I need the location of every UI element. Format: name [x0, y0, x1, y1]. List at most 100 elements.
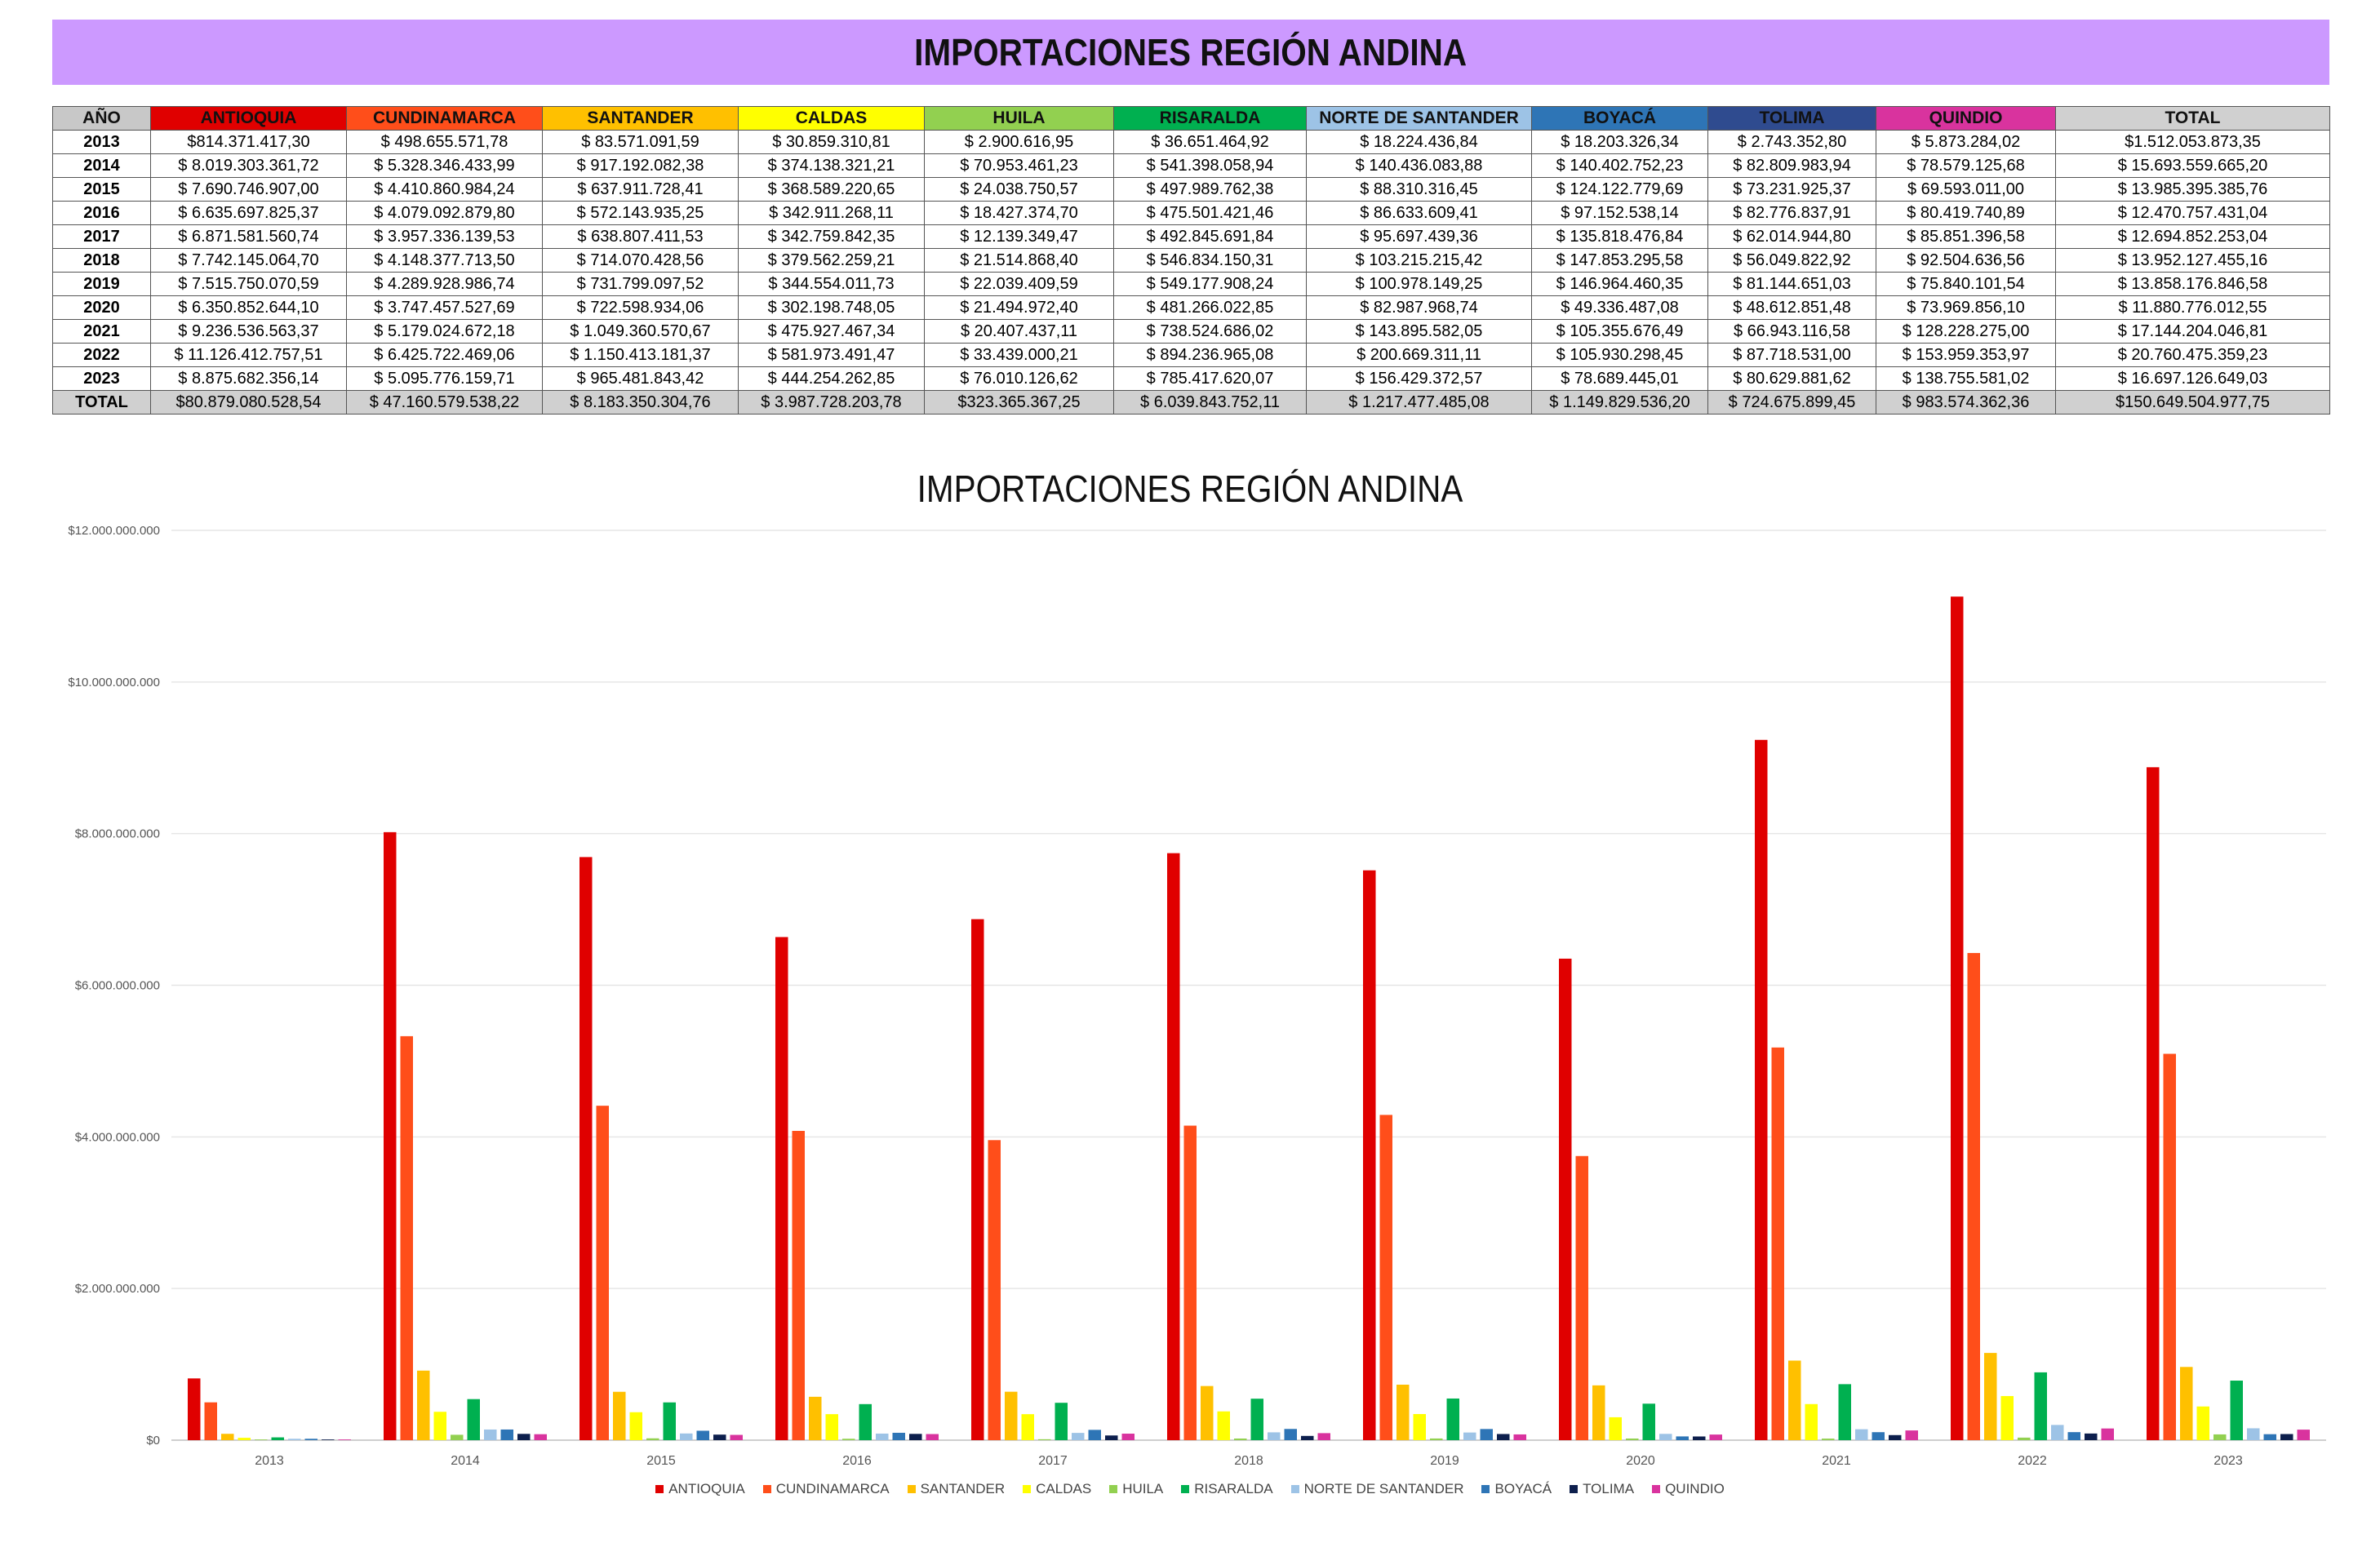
- value-cell: $ 82.987.968,74: [1306, 295, 1532, 320]
- x-tick-label: 2021: [1822, 1454, 1851, 1468]
- legend-label: SANTANDER: [920, 1481, 1006, 1496]
- bar: [1463, 1432, 1476, 1440]
- header-cell-huila: HUILA: [924, 106, 1114, 131]
- legend-swatch: [1109, 1485, 1118, 1493]
- x-tick-label: 2019: [1430, 1454, 1459, 1468]
- value-cell: $ 546.834.150,31: [1113, 248, 1307, 273]
- value-cell: $ 200.669.311,11: [1306, 343, 1532, 367]
- bar: [1822, 1439, 1835, 1440]
- bar: [1755, 739, 1768, 1440]
- bar: [663, 1402, 676, 1440]
- value-cell: $ 70.953.461,23: [924, 153, 1114, 178]
- value-cell: $ 156.429.372,57: [1306, 366, 1532, 391]
- y-tick-label: $12.000.000.000: [68, 524, 160, 538]
- header-cell-a-o: AÑO: [52, 106, 151, 131]
- bar: [696, 1430, 709, 1440]
- bar: [1446, 1398, 1459, 1440]
- bar: [842, 1439, 855, 1440]
- bar: [1250, 1399, 1263, 1440]
- y-tick-label: $8.000.000.000: [75, 827, 160, 841]
- value-cell: $ 497.989.762,38: [1113, 177, 1307, 202]
- value-cell: $ 4.148.377.713,50: [346, 248, 543, 273]
- page-banner: IMPORTACIONES REGIÓN ANDINA: [52, 20, 2329, 85]
- table-row: 2016 $ 6.635.697.825,37 $ 4.079.092.879,80…: [52, 201, 2330, 225]
- bar: [579, 857, 593, 1440]
- row-label-cell: 2023: [52, 366, 151, 391]
- value-cell: $ 1.049.360.570,67: [542, 319, 739, 344]
- value-cell: $ 549.177.908,24: [1113, 272, 1307, 296]
- bar: [433, 1412, 446, 1440]
- bar: [1838, 1384, 1851, 1440]
- legend-item: QUINDIO: [1652, 1481, 1725, 1497]
- value-cell: $ 342.759.842,35: [738, 224, 925, 249]
- value-cell: $ 8.019.303.361,72: [150, 153, 347, 178]
- value-cell: $ 7.515.750.070,59: [150, 272, 347, 296]
- value-cell: $ 140.436.083,88: [1306, 153, 1532, 178]
- legend-label: CUNDINAMARCA: [775, 1481, 890, 1496]
- value-cell: $ 146.964.460,35: [1531, 272, 1708, 296]
- value-cell: $ 5.873.284,02: [1876, 130, 2056, 154]
- value-cell: $ 12.470.757.431,04: [2055, 201, 2330, 225]
- bar: [2297, 1430, 2310, 1440]
- bar: [1413, 1413, 1426, 1440]
- value-cell: $ 80.419.740,89: [1876, 201, 2056, 225]
- legend-item: CUNDINAMARCA: [762, 1481, 890, 1497]
- legend-item: NORTE DE SANTANDER: [1290, 1481, 1463, 1497]
- row-label-cell: 2013: [52, 130, 151, 154]
- bar: [1055, 1403, 1068, 1440]
- legend-item: TOLIMA: [1570, 1481, 1634, 1497]
- value-cell: $ 73.969.856,10: [1876, 295, 2056, 320]
- value-cell: $ 76.010.126,62: [924, 366, 1114, 391]
- bar: [1709, 1434, 1722, 1440]
- table-header-row: AÑO ANTIOQUIA CUNDINAMARCA SANTANDER CALDAS H…: [52, 106, 2330, 131]
- table-row: 2020 $ 6.350.852.644,10 $ 3.747.457.527,69…: [52, 295, 2330, 320]
- bar: [2147, 767, 2160, 1440]
- legend-label: QUINDIO: [1665, 1481, 1725, 1496]
- table-row: 2021 $ 9.236.536.563,37 $ 5.179.024.672,18…: [52, 319, 2330, 344]
- value-cell: $ 86.633.609,41: [1306, 201, 1532, 225]
- value-cell: $ 3.987.728.203,78: [738, 390, 925, 415]
- bar: [338, 1439, 351, 1440]
- value-cell: $ 11.126.412.757,51: [150, 343, 347, 367]
- bar: [2180, 1367, 2193, 1440]
- value-cell: $ 88.310.316,45: [1306, 177, 1532, 202]
- bar: [1805, 1403, 1818, 1440]
- bar: [971, 919, 984, 1440]
- value-cell: $ 8.875.682.356,14: [150, 366, 347, 391]
- x-tick-label: 2013: [255, 1454, 284, 1468]
- legend-swatch: [1481, 1485, 1490, 1493]
- table-row: 2014 $ 8.019.303.361,72 $ 5.328.346.433,99…: [52, 153, 2330, 178]
- row-label-cell: 2020: [52, 295, 151, 320]
- value-cell: $ 140.402.752,23: [1531, 153, 1708, 178]
- bar: [909, 1434, 922, 1440]
- value-cell: $ 62.014.944,80: [1707, 224, 1876, 249]
- header-cell-santander: SANTANDER: [542, 106, 739, 131]
- value-cell: $ 541.398.058,94: [1113, 153, 1307, 178]
- bar: [892, 1432, 905, 1440]
- bar: [255, 1439, 268, 1440]
- bar: [2034, 1372, 2047, 1440]
- bar: [1788, 1360, 1801, 1440]
- bar: [1626, 1439, 1639, 1440]
- bar: [2247, 1428, 2260, 1440]
- y-tick-label: $0: [146, 1434, 160, 1448]
- bar: [2000, 1395, 2014, 1440]
- value-cell: $ 87.718.531,00: [1707, 343, 1876, 367]
- bar: [2213, 1434, 2227, 1440]
- bar: [238, 1438, 251, 1440]
- value-cell: $ 73.231.925,37: [1707, 177, 1876, 202]
- header-cell-cundinamarca: CUNDINAMARCA: [346, 106, 543, 131]
- value-cell: $ 97.152.538,14: [1531, 201, 1708, 225]
- value-cell: $ 33.439.000,21: [924, 343, 1114, 367]
- x-tick-label: 2014: [451, 1454, 480, 1468]
- bar: [1005, 1391, 1018, 1440]
- value-cell: $ 8.183.350.304,76: [542, 390, 739, 415]
- value-cell: $ 1.217.477.485,08: [1306, 390, 1532, 415]
- bar: [2018, 1437, 2031, 1440]
- value-cell: $ 56.049.822,92: [1707, 248, 1876, 273]
- bar: [2230, 1381, 2243, 1440]
- value-cell: $ 5.095.776.159,71: [346, 366, 543, 391]
- x-tick-label: 2017: [1038, 1454, 1068, 1468]
- row-label-cell: 2022: [52, 343, 151, 367]
- bar: [2101, 1428, 2114, 1440]
